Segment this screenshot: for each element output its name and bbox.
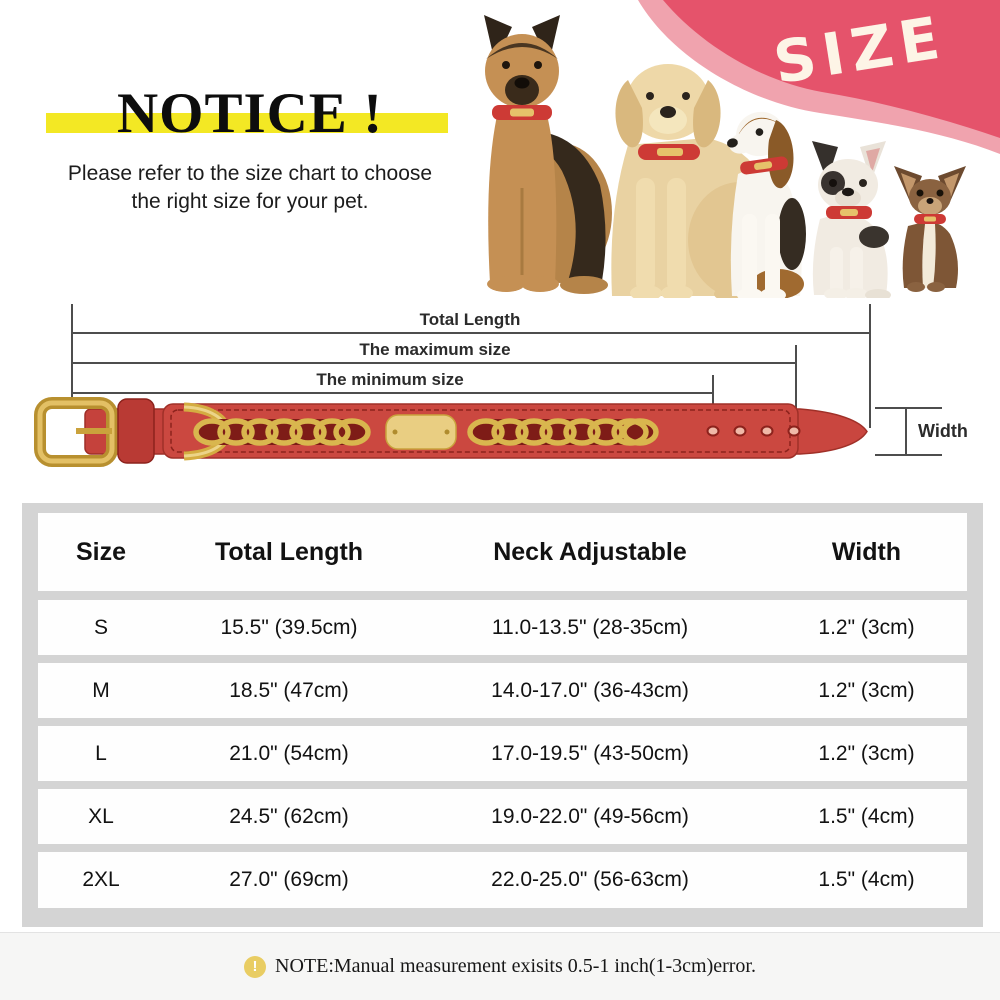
- cell-width: 1.5" (4cm): [818, 804, 915, 828]
- cell-width: 1.5" (4cm): [818, 868, 915, 891]
- collar-holes: [706, 425, 801, 437]
- cell-size: S: [93, 615, 108, 639]
- minimum-size-label: The minimum size: [316, 370, 464, 389]
- note-text: NOTE:Manual measurement exisits 0.5-1 in…: [275, 955, 756, 977]
- beagle-illustration: [726, 111, 806, 298]
- dark-pink-wave: [663, 0, 1000, 138]
- yellow-highlight-band: [46, 113, 448, 133]
- table-header-row: Size Total Length Neck Adjustable Width: [38, 513, 967, 591]
- cell-total-length: 21.0" (54cm): [229, 741, 349, 765]
- collar-illustration: [34, 397, 868, 467]
- gold-chain-right: [467, 418, 659, 446]
- table-row: L 21.0" (54cm) 17.0-19.5" (43-50cm) 1.2"…: [38, 726, 967, 781]
- notice-title: NOTICE !: [116, 82, 384, 145]
- table-row: XL 24.5" (62cm) 19.0-22.0" (49-56cm) 1.5…: [38, 789, 967, 844]
- column-header-size: Size: [75, 537, 127, 566]
- table-row: 2XL 27.0" (69cm) 22.0-25.0" (56-63cm) 1.…: [38, 852, 967, 908]
- exclamation-icon: !: [244, 955, 267, 978]
- cell-total-length: 18.5" (47cm): [229, 678, 349, 702]
- maximum-size-label: The maximum size: [359, 340, 511, 359]
- cell-neck-adjustable: 11.0-13.5" (28-35cm): [491, 615, 689, 639]
- notice-block: NOTICE ! Please refer to the size chart …: [40, 84, 460, 216]
- cell-total-length: 15.5" (39.5cm): [220, 615, 358, 639]
- table-row: M 18.5" (47cm) 14.0-17.0" (36-43cm) 1.2"…: [38, 663, 967, 718]
- cell-size: 2XL: [82, 868, 120, 891]
- dogs-illustration: [484, 15, 966, 298]
- total-length-label: Total Length: [419, 310, 521, 329]
- german-shepherd-illustration: [484, 15, 612, 294]
- cell-size: L: [95, 741, 107, 765]
- table-row: S 15.5" (39.5cm) 11.0-13.5" (28-35cm) 1.…: [38, 600, 967, 655]
- cell-total-length: 27.0" (69cm): [229, 868, 349, 891]
- cell-neck-adjustable: 17.0-19.5" (43-50cm): [491, 741, 689, 765]
- pink-corner-decoration: [638, 0, 1000, 154]
- width-label: Width: [918, 421, 968, 441]
- measurement-lines: [71, 304, 942, 456]
- notice-subtitle: Please refer to the size chart to choose…: [67, 162, 433, 213]
- column-header-total-length: Total Length: [214, 537, 364, 566]
- cell-neck-adjustable: 19.0-22.0" (49-56cm): [491, 804, 689, 828]
- cell-width: 1.2" (3cm): [818, 741, 915, 765]
- cell-size: XL: [88, 804, 114, 828]
- collar-measurement-diagram: [34, 304, 942, 467]
- cell-size: M: [92, 678, 110, 702]
- column-header-neck-adjustable: Neck Adjustable: [493, 537, 687, 566]
- cell-neck-adjustable: 22.0-25.0" (56-63cm): [491, 868, 689, 891]
- footer-strip: ! NOTE:Manual measurement exisits 0.5-1 …: [0, 932, 1000, 1000]
- gold-chain-left: [193, 418, 371, 446]
- chihuahua-illustration: [894, 166, 966, 292]
- cell-width: 1.2" (3cm): [818, 615, 915, 639]
- french-bulldog-illustration: [812, 141, 891, 298]
- cell-total-length: 24.5" (62cm): [229, 804, 349, 828]
- size-table: Size Total Length Neck Adjustable Width …: [22, 503, 983, 927]
- note-line: ! NOTE:Manual measurement exisits 0.5-1 …: [0, 955, 1000, 978]
- cell-neck-adjustable: 14.0-17.0" (36-43cm): [491, 678, 689, 702]
- column-header-width: Width: [831, 537, 902, 566]
- cell-width: 1.2" (3cm): [818, 678, 915, 702]
